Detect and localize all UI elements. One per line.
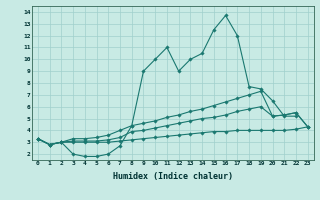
X-axis label: Humidex (Indice chaleur): Humidex (Indice chaleur) [113,172,233,181]
